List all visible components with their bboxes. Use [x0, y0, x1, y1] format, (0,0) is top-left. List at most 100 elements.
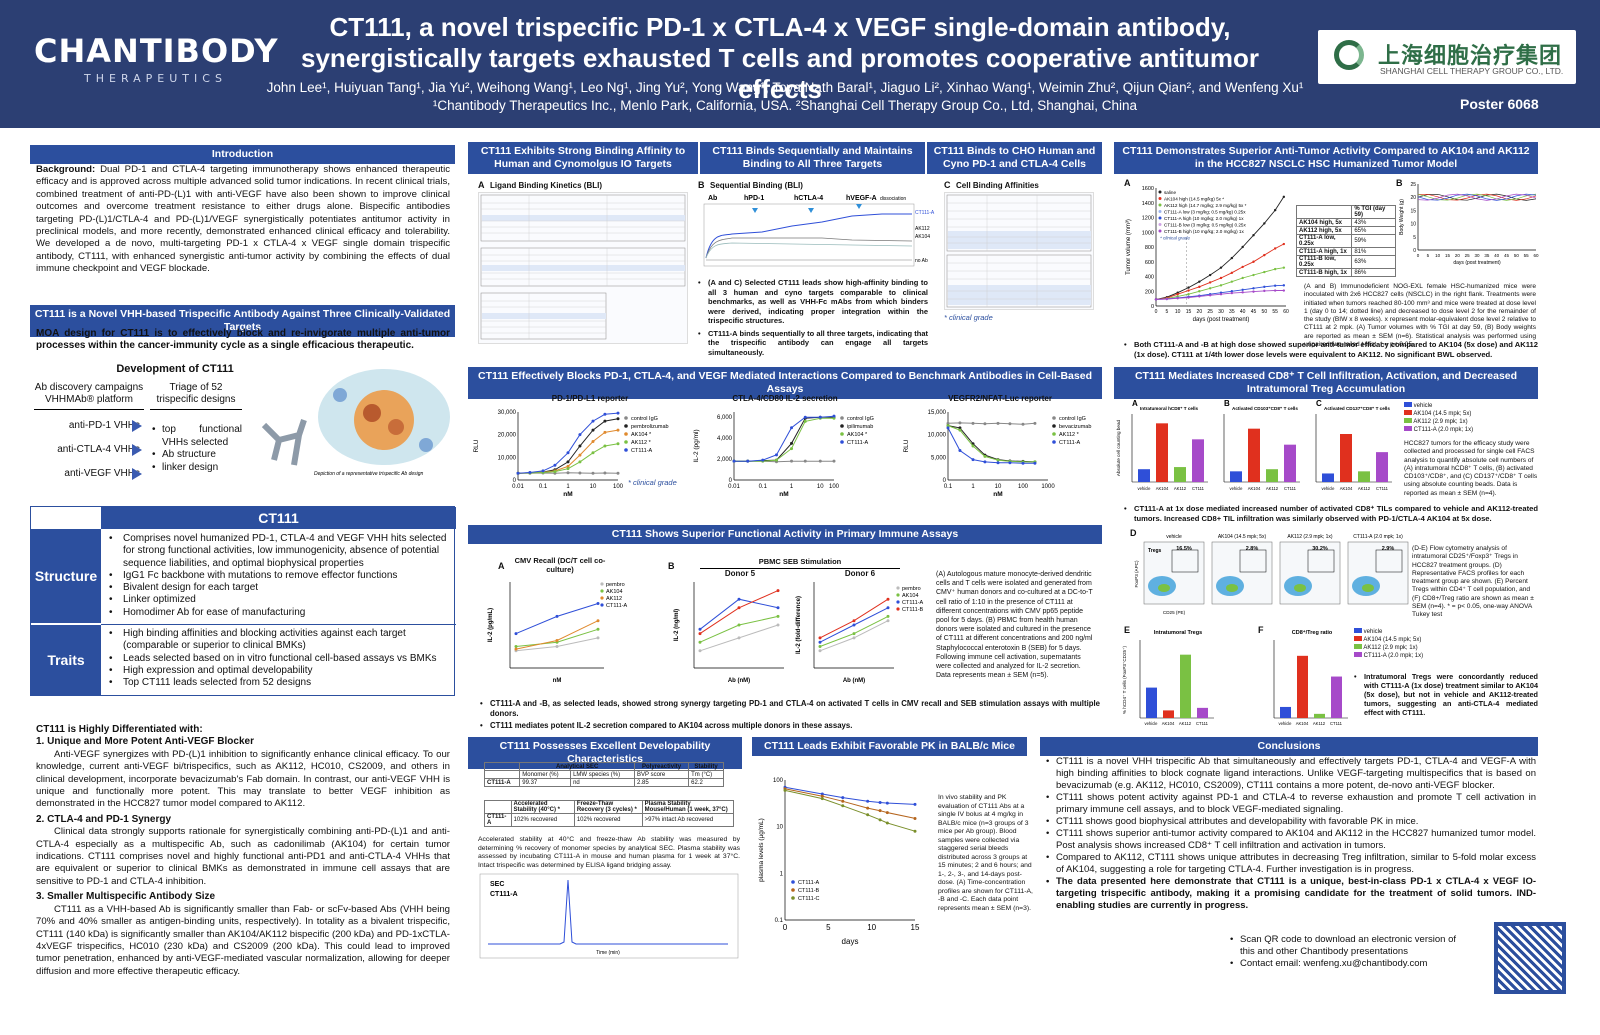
data-point — [783, 788, 787, 792]
poster-header: CHANTIBODY THERAPEUTICS CT111, a novel tr… — [0, 0, 1600, 128]
data-point — [913, 829, 917, 833]
facs-plot — [1279, 541, 1341, 605]
data-point — [886, 614, 890, 618]
data-point — [1198, 290, 1201, 293]
bar-label: vehicle — [1137, 486, 1151, 491]
data-point — [878, 809, 882, 813]
y-axis-label: IL-2 (ng/ml) — [674, 609, 680, 641]
data-point — [1208, 273, 1212, 277]
qr-code-icon[interactable] — [1494, 922, 1566, 994]
data-point — [1252, 290, 1255, 293]
data-point — [866, 806, 870, 810]
y-tick-label: 2,000 — [717, 457, 733, 463]
legend-marker — [1158, 203, 1162, 207]
legend-entry: CT111-A — [631, 448, 653, 454]
x-tick-label: 1 — [566, 484, 570, 490]
data-point — [852, 632, 856, 636]
legend-entry: CT111-B — [798, 888, 820, 894]
legend-marker — [840, 440, 844, 444]
data-point — [1241, 276, 1244, 280]
x-axis-label: nM — [553, 678, 562, 684]
body-weight-line — [1417, 193, 1537, 201]
data-point — [983, 460, 987, 464]
poster-title: CT111, a novel trispecific PD-1 x CTLA-4… — [301, 12, 1259, 104]
data-point — [737, 606, 741, 610]
data-point — [616, 417, 620, 421]
facs-percent: 2.9% — [1382, 546, 1395, 552]
bar-label: AK104 — [1156, 486, 1169, 491]
data-point — [885, 821, 889, 825]
x-tick-label: 5 — [1165, 309, 1168, 315]
moa-illustration: Depiction of a representative trispecifi… — [261, 369, 450, 477]
data-point — [790, 426, 794, 430]
y-tick-label: 15,000 — [928, 410, 947, 416]
x-tick-label: 10 — [817, 484, 824, 490]
data-point — [603, 419, 607, 423]
data-point — [1273, 284, 1277, 287]
bar-label: AK112 — [1174, 486, 1187, 491]
x-tick-label: 10 — [1435, 253, 1441, 258]
series-line — [734, 417, 834, 462]
bar-label: CT111 — [1376, 486, 1389, 491]
legend-marker — [1158, 197, 1162, 200]
x-axis-label: Ab (nM) — [728, 678, 750, 684]
x-tick-label: 5 — [826, 923, 831, 932]
immune-heading: CT111 Shows Superior Functional Activity… — [468, 525, 1102, 544]
facs-gate — [1171, 549, 1199, 573]
x-tick-label: 25 — [1465, 253, 1471, 258]
intro-heading: Introduction — [30, 145, 455, 164]
bli-label-ab: Ab — [708, 195, 717, 202]
tumor-cell-icon — [363, 404, 381, 422]
bar — [1280, 706, 1291, 718]
binding-notes: (A and C) Selected CT111 leads show high… — [698, 278, 928, 357]
blockade-heading: CT111 Effectively Blocks PD-1, CTLA-4, a… — [468, 367, 1102, 399]
poster-number: Poster 6068 — [1460, 96, 1539, 112]
data-point — [1008, 461, 1012, 465]
bar-chart-title: Intratumoral Tregs — [1154, 630, 1202, 636]
data-point — [732, 459, 736, 463]
facs-gate — [1307, 549, 1335, 573]
y-tick-label: 10,000 — [928, 433, 947, 439]
moa-lead: MOA design for CT111 is to effectively b… — [36, 328, 450, 352]
facs-title: CT111-A (2.0 mpk; 1x) — [1353, 534, 1403, 540]
pk-description: In vivo stability and PK evaluation of C… — [938, 794, 1033, 912]
bar — [1156, 423, 1168, 482]
data-point — [698, 632, 702, 636]
data-point — [1241, 265, 1244, 269]
x-tick-label: 25 — [1207, 309, 1213, 315]
data-point — [1208, 287, 1212, 290]
y-tick-label: 1 — [780, 871, 784, 877]
legend-entry: CT111-A — [798, 880, 820, 886]
data-point — [1252, 287, 1255, 290]
bar-label: vehicle — [1278, 721, 1292, 726]
x-tick-label: 0 — [1155, 309, 1158, 315]
legend-marker — [1158, 216, 1162, 220]
data-point — [1208, 294, 1212, 297]
data-point — [820, 797, 824, 801]
x-axis-label: nM — [563, 491, 572, 498]
facs-plot — [1211, 541, 1273, 605]
facs-profiles: vehicle Tregs 16.5% AK104 (14.5 mpk; 5x) 2.8… — [1134, 534, 1409, 615]
body-weight-line — [1417, 193, 1537, 201]
antibody-icon — [261, 419, 307, 466]
data-point — [866, 799, 870, 803]
data-point — [983, 454, 987, 458]
bar-chart-title: Activated CD137⁺CD8⁺ T cells — [1324, 406, 1390, 411]
legend-marker — [1158, 223, 1162, 226]
sequential-binding-heading: CT111 Binds Sequentially and Maintains B… — [700, 142, 925, 174]
tumor-cell-icon — [388, 419, 404, 435]
series-line — [819, 598, 889, 639]
x-tick-label: 1 — [971, 484, 975, 490]
x-tick-label: 40 — [1240, 309, 1246, 315]
legend-marker — [624, 440, 628, 444]
y-axis-label: Absolute cell counting bead — [1116, 419, 1121, 476]
structure-label: Structure — [31, 529, 101, 623]
data-point — [1282, 266, 1286, 269]
data-point — [603, 471, 607, 475]
bar — [1314, 713, 1325, 718]
y-tick-label: 1400 — [1142, 201, 1154, 207]
bli-label-hctla4: hCTLA-4 — [794, 195, 823, 202]
data-point — [1154, 298, 1158, 301]
panel-letter: C — [1316, 399, 1322, 408]
data-point — [958, 428, 962, 432]
